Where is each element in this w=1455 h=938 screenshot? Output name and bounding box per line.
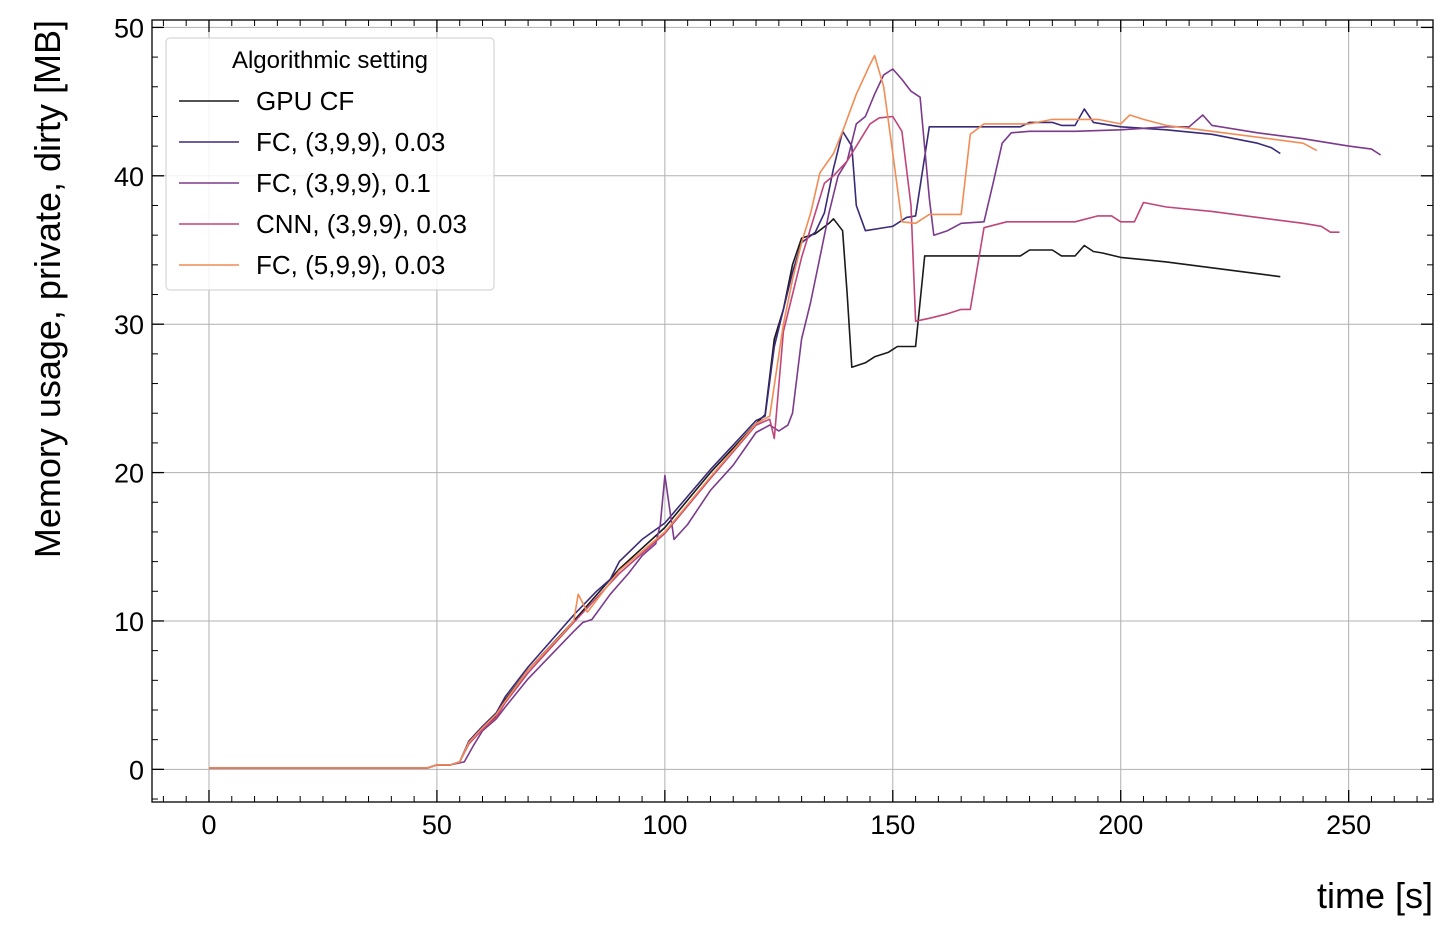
x-tick-label: 50 <box>422 810 452 840</box>
x-tick-label: 150 <box>870 810 915 840</box>
plot-frame <box>151 19 1434 803</box>
series-line-2 <box>209 108 1281 769</box>
y-tick-label: 20 <box>114 459 144 489</box>
y-tick-label: 10 <box>114 607 144 637</box>
x-tick-label: 0 <box>201 810 216 840</box>
y-axis-label: Memory usage, private, dirty [MB] <box>27 20 68 558</box>
legend-label: GPU CF <box>256 86 354 116</box>
series-group <box>209 54 1382 769</box>
tick-labels: 0 50 100 150 200 250 0 10 20 30 40 50 <box>114 13 1371 840</box>
y-tick-label: 30 <box>114 310 144 340</box>
series-line-3 <box>209 68 1382 769</box>
y-tick-label: 0 <box>129 755 144 785</box>
legend: Algorithmic setting GPU CF FC, (3,9,9), 0… <box>165 37 495 291</box>
x-tick-label: 200 <box>1098 810 1143 840</box>
axis-ticks <box>152 20 1433 802</box>
legend-title: Algorithmic setting <box>232 47 428 74</box>
y-tick-label: 50 <box>114 13 144 43</box>
y-tick-label: 40 <box>114 162 144 192</box>
series-line-5 <box>209 54 1318 769</box>
legend-label: FC, (3,9,9), 0.03 <box>256 127 445 157</box>
x-tick-label: 100 <box>642 810 687 840</box>
legend-items: GPU CF FC, (3,9,9), 0.03 FC, (3,9,9), 0.1 C… <box>179 86 467 280</box>
series-line-4 <box>209 115 1340 769</box>
x-tick-label: 250 <box>1326 810 1371 840</box>
x-axis-label: time [s] <box>1317 875 1433 916</box>
legend-label: FC, (3,9,9), 0.1 <box>256 168 431 198</box>
legend-label: CNN, (3,9,9), 0.03 <box>256 209 467 239</box>
legend-box <box>165 37 495 291</box>
legend-label: FC, (5,9,9), 0.03 <box>256 250 445 280</box>
series-line-1 <box>209 218 1281 769</box>
